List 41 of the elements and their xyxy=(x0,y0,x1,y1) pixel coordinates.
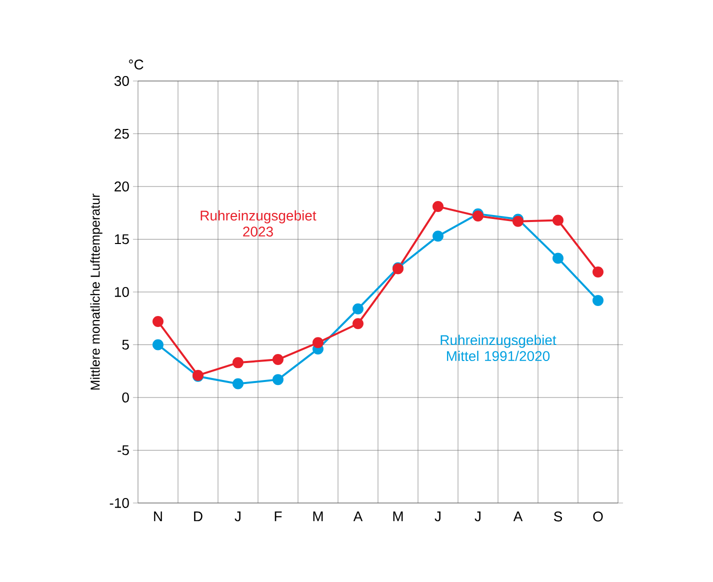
point xyxy=(472,210,484,222)
y-tick-label: 20 xyxy=(114,182,129,192)
y-axis-title: Mittlere monatliche Lufttemperatur xyxy=(90,194,102,390)
point xyxy=(552,214,564,226)
x-tick-label: M xyxy=(393,512,403,522)
point xyxy=(152,339,164,350)
y-tick-label: 25 xyxy=(114,128,129,139)
point xyxy=(552,252,564,264)
x-tick-label: M xyxy=(313,512,323,522)
point xyxy=(592,294,604,306)
point xyxy=(352,303,364,314)
x-tick-label: N xyxy=(154,512,162,522)
y-tick-label: -5 xyxy=(118,445,129,456)
text: Ruhreinzugsgebiet Mittel 1991/2020 xyxy=(440,334,556,362)
text: Ruhreinzugsgebiet 2023 xyxy=(200,210,316,237)
x-tick-label: J xyxy=(434,512,440,522)
y-tick-label: 15 xyxy=(114,234,129,244)
y-tick-label: 5 xyxy=(122,340,129,350)
point xyxy=(352,318,364,330)
point xyxy=(152,316,164,328)
point xyxy=(272,374,284,386)
point xyxy=(232,357,244,368)
y-tick-label: -10 xyxy=(110,498,129,508)
y-tick-label: 30 xyxy=(114,76,129,86)
point xyxy=(312,337,324,348)
y-tick-label: 10 xyxy=(114,287,129,297)
x-tick-label: J xyxy=(234,512,240,522)
point xyxy=(432,230,444,242)
point xyxy=(592,266,604,278)
x-tick-label: F xyxy=(274,512,282,522)
x-tick-label: D xyxy=(194,512,202,522)
point xyxy=(272,354,284,366)
point xyxy=(232,378,244,390)
x-tick-label: J xyxy=(474,512,480,522)
x-tick-label: O xyxy=(593,512,603,522)
x-tick-label: S xyxy=(554,512,562,522)
text: °C xyxy=(128,60,144,70)
x-tick-label: A xyxy=(353,512,363,522)
y-tick-label: 0 xyxy=(122,392,129,402)
x-tick-label: A xyxy=(513,512,523,522)
point xyxy=(432,201,444,212)
